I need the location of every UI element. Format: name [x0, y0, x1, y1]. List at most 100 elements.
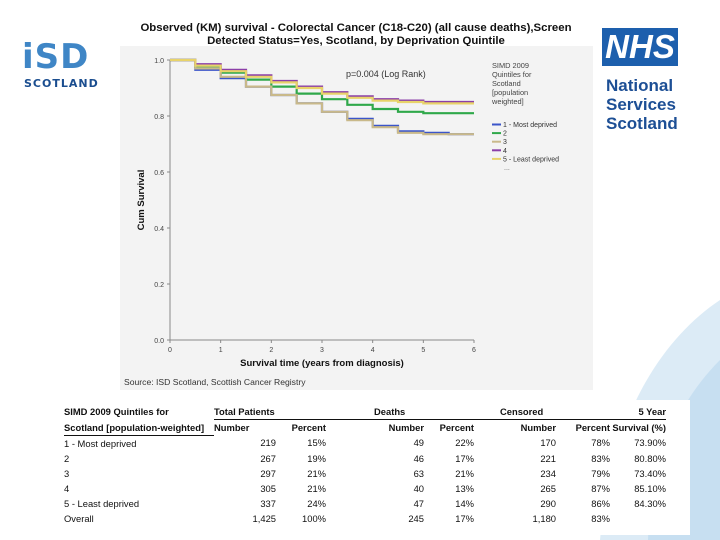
x-tick-label: 5 — [421, 347, 425, 354]
y-tick-label: 0.8 — [154, 114, 164, 121]
header-cell: Number — [388, 422, 424, 433]
table-cell: Overall — [64, 512, 94, 524]
table-cell: 2 — [64, 452, 70, 464]
header-cell: Percent — [575, 422, 610, 433]
legend-title-line: weighted] — [491, 97, 524, 106]
survival-curve-series-5 — [170, 58, 474, 105]
table-cell: 78% — [591, 437, 610, 449]
header-cell-text: Deaths — [374, 406, 406, 417]
table-cell: 21% — [307, 482, 326, 494]
table-cell: 40 — [413, 482, 424, 494]
table-cell: 14% — [455, 497, 474, 509]
table-cell: 4 — [64, 482, 70, 494]
table-cell: 1 - Most deprived — [64, 437, 137, 449]
y-tick-label: 0.6 — [154, 170, 164, 177]
table-header-row: Scotland [population-weighted] Number Pe… — [64, 419, 666, 436]
table-cell: 170 — [540, 437, 556, 449]
table-row: 3 297 21% 63 21% 234 79% 73.40% — [64, 466, 666, 481]
table-cell: 13% — [455, 482, 474, 494]
table-cell: 80.80% — [634, 452, 666, 464]
table-cell: 85.10% — [634, 482, 666, 494]
legend-entry: 5 - Least deprived — [503, 156, 559, 163]
header-cell: Percent — [291, 422, 326, 433]
table-cell: 73.90% — [634, 437, 666, 449]
x-tick-label: 4 — [371, 347, 375, 354]
legend-title-line: SIMD 2009 — [492, 61, 529, 70]
nhs-caption-line: Services — [606, 95, 676, 114]
table-cell: 87% — [591, 482, 610, 494]
table-cell: 86% — [591, 497, 610, 509]
table-cell: 63 — [413, 467, 424, 479]
header-cell: Survival (%) — [612, 422, 666, 433]
chart-title-line: Observed (KM) survival - Colorectal Canc… — [140, 22, 572, 34]
x-tick-label: 6 — [472, 347, 476, 354]
legend-title-line: [population — [492, 88, 528, 97]
table-cell: 305 — [260, 482, 276, 494]
table-row: 5 - Least deprived 337 24% 47 14% 290 86… — [64, 496, 666, 511]
table-cell: 83% — [591, 452, 610, 464]
table-cell: 265 — [540, 482, 556, 494]
legend-entry: 1 - Most deprived — [503, 122, 557, 129]
x-axis-label: Survival time (years from diagnosis) — [240, 358, 404, 369]
table-cell: 234 — [540, 467, 556, 479]
table-cell: 219 — [260, 437, 276, 449]
header-cell: Number — [214, 422, 250, 433]
header-cell-text: Censored — [500, 406, 544, 417]
table-row: 1 - Most deprived 219 15% 49 22% 170 78%… — [64, 435, 666, 451]
table-row: 2 267 19% 46 17% 221 83% 80.80% — [64, 451, 666, 466]
table-cell: 83% — [591, 512, 610, 524]
header-cell: Deaths — [326, 404, 474, 420]
table-cell: 47 — [413, 497, 424, 509]
table-cell: 15% — [307, 437, 326, 449]
x-tick-label: 0 — [168, 347, 172, 354]
x-tick-label: 1 — [219, 347, 223, 354]
table-cell: 24% — [307, 497, 326, 509]
survival-curve-series-3 — [170, 58, 474, 136]
legend-title-line: Scotland — [492, 79, 521, 88]
table-cell: 100% — [302, 512, 326, 524]
source-note: Source: ISD Scotland, Scottish Cancer Re… — [124, 377, 306, 387]
header-cell: Censored — [474, 404, 610, 420]
table-cell: 267 — [260, 452, 276, 464]
log-rank-annotation: p=0.004 (Log Rank) — [346, 69, 426, 79]
table-row: 4 305 21% 40 13% 265 87% 85.10% — [64, 481, 666, 496]
legend-entry: 4 — [503, 148, 507, 155]
table-header-row: SIMD 2009 Quintiles for Total Patients D… — [64, 404, 666, 420]
table-cell: 22% — [455, 437, 474, 449]
table-cell: 49 — [413, 437, 424, 449]
table-cell: 245 — [408, 512, 424, 524]
table-cell: 3 — [64, 467, 70, 479]
x-tick-label: 3 — [320, 347, 324, 354]
table-cell: 19% — [307, 452, 326, 464]
table-cell: 73.40% — [634, 467, 666, 479]
isd-scotland-logo: iSD SCOTLAND — [22, 38, 102, 94]
header-cell: 5 Year — [610, 404, 666, 420]
table-cell: 46 — [413, 452, 424, 464]
isd-logo-text: iSD — [22, 37, 90, 77]
y-tick-label: 0.2 — [154, 282, 164, 289]
table-cell: 337 — [260, 497, 276, 509]
table-cell — [610, 511, 666, 526]
table-cell: 1,425 — [252, 512, 276, 524]
x-tick-label: 2 — [269, 347, 273, 354]
isd-logo-subtext: SCOTLAND — [24, 77, 99, 90]
header-cell: SIMD 2009 Quintiles for — [64, 406, 169, 418]
y-tick-label: 1.0 — [154, 58, 164, 65]
header-cell: Total Patients — [214, 404, 326, 420]
table-cell: 1,180 — [532, 512, 556, 524]
table-cell: 17% — [455, 512, 474, 524]
survival-summary-table: SIMD 2009 Quintiles for Total Patients D… — [64, 404, 666, 526]
table-row-overall: Overall 1,425 100% 245 17% 1,180 83% — [64, 511, 666, 526]
table-cell: 84.30% — [634, 497, 666, 509]
table-cell: 5 - Least deprived — [64, 497, 140, 509]
header-cell: Percent — [439, 422, 474, 433]
chart-title-line: Detected Status=Yes, Scotland, by Depriv… — [207, 35, 505, 47]
table-cell: 297 — [260, 467, 276, 479]
nhs-caption-line: National — [606, 76, 674, 95]
header-cell: Scotland [population-weighted] — [64, 419, 214, 436]
legend-title-line: Quintiles for — [492, 70, 532, 79]
table-cell: 221 — [540, 452, 556, 464]
header-cell: Number — [520, 422, 556, 433]
y-tick-label: 0.4 — [154, 226, 164, 233]
